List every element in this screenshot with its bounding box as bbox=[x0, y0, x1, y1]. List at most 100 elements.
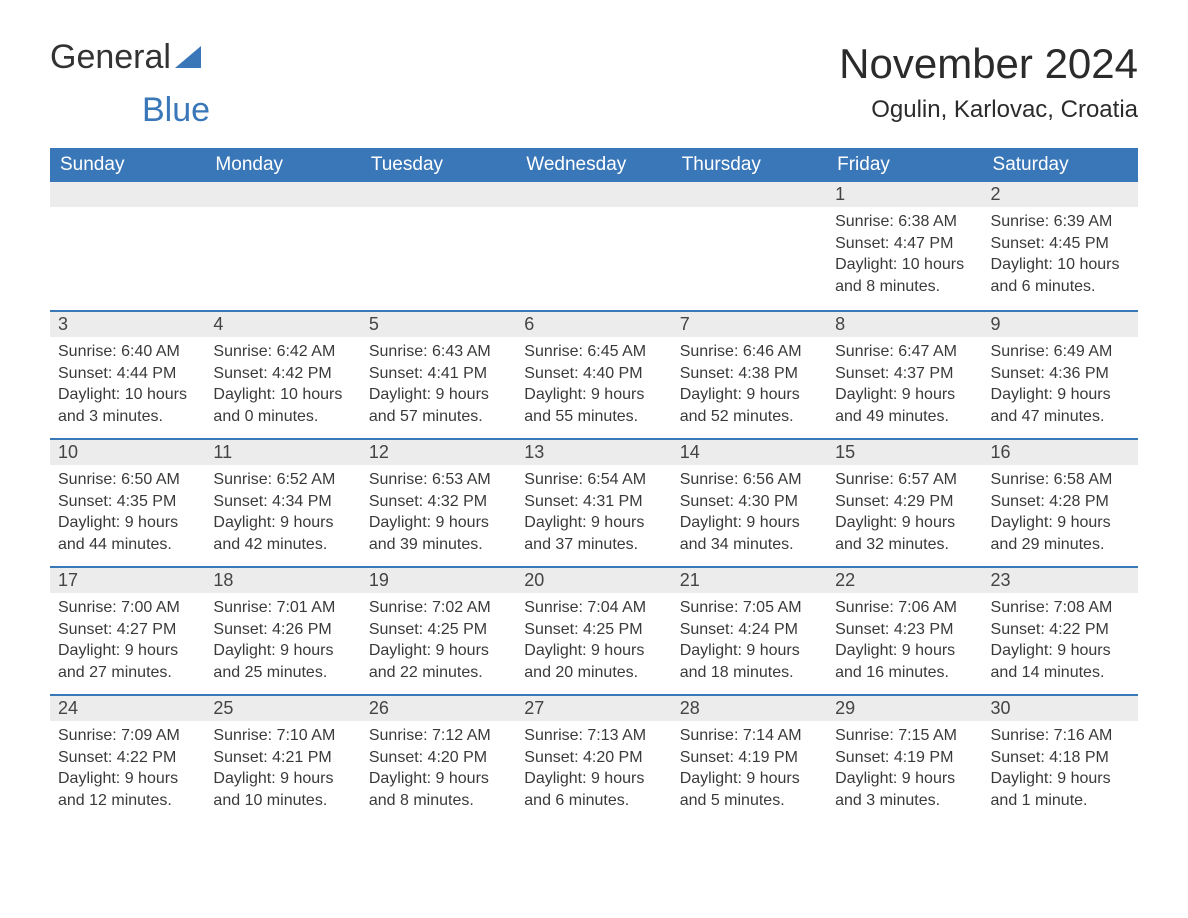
sunrise-text: Sunrise: 7:15 AM bbox=[835, 725, 974, 747]
empty-day-bar bbox=[672, 182, 827, 207]
daylight-text: Daylight: 9 hours and 22 minutes. bbox=[369, 640, 508, 683]
calendar-day-cell: 30Sunrise: 7:16 AMSunset: 4:18 PMDayligh… bbox=[983, 694, 1138, 822]
calendar-day-cell: 12Sunrise: 6:53 AMSunset: 4:32 PMDayligh… bbox=[361, 438, 516, 566]
sunset-text: Sunset: 4:31 PM bbox=[524, 491, 663, 513]
sunrise-text: Sunrise: 7:06 AM bbox=[835, 597, 974, 619]
brand-logo: General bbox=[50, 40, 203, 74]
daylight-text: Daylight: 10 hours and 6 minutes. bbox=[991, 254, 1130, 297]
day-number: 2 bbox=[983, 182, 1138, 207]
calendar-day-cell: 9Sunrise: 6:49 AMSunset: 4:36 PMDaylight… bbox=[983, 310, 1138, 438]
sunrise-text: Sunrise: 6:50 AM bbox=[58, 469, 197, 491]
calendar-day-cell bbox=[672, 182, 827, 310]
calendar-week-row: 24Sunrise: 7:09 AMSunset: 4:22 PMDayligh… bbox=[50, 694, 1138, 822]
calendar-day-cell bbox=[361, 182, 516, 310]
sunset-text: Sunset: 4:30 PM bbox=[680, 491, 819, 513]
day-details: Sunrise: 6:50 AMSunset: 4:35 PMDaylight:… bbox=[50, 465, 205, 563]
daylight-text: Daylight: 9 hours and 14 minutes. bbox=[991, 640, 1130, 683]
calendar-day-cell: 28Sunrise: 7:14 AMSunset: 4:19 PMDayligh… bbox=[672, 694, 827, 822]
sunrise-text: Sunrise: 7:05 AM bbox=[680, 597, 819, 619]
day-details: Sunrise: 7:15 AMSunset: 4:19 PMDaylight:… bbox=[827, 721, 982, 819]
day-details: Sunrise: 7:01 AMSunset: 4:26 PMDaylight:… bbox=[205, 593, 360, 691]
daylight-text: Daylight: 9 hours and 6 minutes. bbox=[524, 768, 663, 811]
calendar-day-cell: 19Sunrise: 7:02 AMSunset: 4:25 PMDayligh… bbox=[361, 566, 516, 694]
calendar-week-row: 17Sunrise: 7:00 AMSunset: 4:27 PMDayligh… bbox=[50, 566, 1138, 694]
day-number: 27 bbox=[516, 694, 671, 721]
calendar-body: 1 Sunrise: 6:38 AMSunset: 4:47 PM Daylight… bbox=[50, 182, 1138, 822]
sunset-text: Sunset: 4:37 PM bbox=[835, 363, 974, 385]
title-block: November 2024 Ogulin, Karlovac, Croatia bbox=[839, 40, 1138, 124]
sunset-text: Sunset: 4:35 PM bbox=[58, 491, 197, 513]
daylight-text: Daylight: 9 hours and 44 minutes. bbox=[58, 512, 197, 555]
day-number: 10 bbox=[50, 438, 205, 465]
sunrise-text: Sunrise: 6:58 AM bbox=[991, 469, 1130, 491]
calendar-day-cell: 23Sunrise: 7:08 AMSunset: 4:22 PMDayligh… bbox=[983, 566, 1138, 694]
calendar-week-row: 3Sunrise: 6:40 AMSunset: 4:44 PMDaylight… bbox=[50, 310, 1138, 438]
calendar-day-cell: 26Sunrise: 7:12 AMSunset: 4:20 PMDayligh… bbox=[361, 694, 516, 822]
calendar-day-cell: 3Sunrise: 6:40 AMSunset: 4:44 PMDaylight… bbox=[50, 310, 205, 438]
day-details: Sunrise: 6:40 AMSunset: 4:44 PMDaylight:… bbox=[50, 337, 205, 435]
calendar-day-cell: 21Sunrise: 7:05 AMSunset: 4:24 PMDayligh… bbox=[672, 566, 827, 694]
sunrise-text: Sunrise: 6:52 AM bbox=[213, 469, 352, 491]
day-number: 20 bbox=[516, 566, 671, 593]
day-details: Sunrise: 6:43 AMSunset: 4:41 PMDaylight:… bbox=[361, 337, 516, 435]
daylight-text: Daylight: 9 hours and 37 minutes. bbox=[524, 512, 663, 555]
sunrise-text: Sunrise: 6:53 AM bbox=[369, 469, 508, 491]
calendar-day-cell: 1Sunrise: 6:38 AMSunset: 4:47 PMDaylight… bbox=[827, 182, 982, 310]
sunrise-text: Sunrise: 6:56 AM bbox=[680, 469, 819, 491]
daylight-text: Daylight: 9 hours and 39 minutes. bbox=[369, 512, 508, 555]
day-number: 28 bbox=[672, 694, 827, 721]
sunrise-text: Sunrise: 7:08 AM bbox=[991, 597, 1130, 619]
day-number: 18 bbox=[205, 566, 360, 593]
calendar-week-row: 10Sunrise: 6:50 AMSunset: 4:35 PMDayligh… bbox=[50, 438, 1138, 566]
sunrise-text: Sunrise: 7:12 AM bbox=[369, 725, 508, 747]
empty-day-bar bbox=[50, 182, 205, 207]
day-number: 13 bbox=[516, 438, 671, 465]
sunset-text: Sunset: 4:25 PM bbox=[524, 619, 663, 641]
empty-day-bar bbox=[516, 182, 671, 207]
sunset-text: Sunset: 4:28 PM bbox=[991, 491, 1130, 513]
daylight-text: Daylight: 9 hours and 27 minutes. bbox=[58, 640, 197, 683]
sunrise-text: Sunrise: 6:47 AM bbox=[835, 341, 974, 363]
day-details: Sunrise: 7:08 AMSunset: 4:22 PMDaylight:… bbox=[983, 593, 1138, 691]
sunset-text: Sunset: 4:47 PM bbox=[835, 233, 974, 255]
sunset-text: Sunset: 4:27 PM bbox=[58, 619, 197, 641]
day-details: Sunrise: 6:49 AMSunset: 4:36 PMDaylight:… bbox=[983, 337, 1138, 435]
day-number: 4 bbox=[205, 310, 360, 337]
calendar-day-cell: 24Sunrise: 7:09 AMSunset: 4:22 PMDayligh… bbox=[50, 694, 205, 822]
day-number: 1 bbox=[827, 182, 982, 207]
day-details: Sunrise: 6:47 AMSunset: 4:37 PMDaylight:… bbox=[827, 337, 982, 435]
day-details: Sunrise: 6:39 AMSunset: 4:45 PMDaylight:… bbox=[983, 207, 1138, 305]
daylight-text: Daylight: 9 hours and 8 minutes. bbox=[369, 768, 508, 811]
sunrise-text: Sunrise: 7:01 AM bbox=[213, 597, 352, 619]
sunset-text: Sunset: 4:45 PM bbox=[991, 233, 1130, 255]
sunrise-text: Sunrise: 7:16 AM bbox=[991, 725, 1130, 747]
day-details: Sunrise: 6:53 AMSunset: 4:32 PMDaylight:… bbox=[361, 465, 516, 563]
brand-part2: Blue bbox=[142, 91, 210, 129]
calendar-day-cell bbox=[50, 182, 205, 310]
day-details: Sunrise: 7:09 AMSunset: 4:22 PMDaylight:… bbox=[50, 721, 205, 819]
month-title: November 2024 bbox=[839, 40, 1138, 88]
weekday-header: Thursday bbox=[672, 148, 827, 182]
day-number: 21 bbox=[672, 566, 827, 593]
sunset-text: Sunset: 4:40 PM bbox=[524, 363, 663, 385]
calendar-day-cell: 6Sunrise: 6:45 AMSunset: 4:40 PMDaylight… bbox=[516, 310, 671, 438]
calendar-day-cell: 8Sunrise: 6:47 AMSunset: 4:37 PMDaylight… bbox=[827, 310, 982, 438]
day-details: Sunrise: 6:54 AMSunset: 4:31 PMDaylight:… bbox=[516, 465, 671, 563]
calendar-day-cell: 25Sunrise: 7:10 AMSunset: 4:21 PMDayligh… bbox=[205, 694, 360, 822]
sunset-text: Sunset: 4:41 PM bbox=[369, 363, 508, 385]
daylight-text: Daylight: 9 hours and 25 minutes. bbox=[213, 640, 352, 683]
day-number: 8 bbox=[827, 310, 982, 337]
calendar-table: Sunday Monday Tuesday Wednesday Thursday… bbox=[50, 148, 1138, 822]
daylight-text: Daylight: 9 hours and 5 minutes. bbox=[680, 768, 819, 811]
sunrise-text: Sunrise: 7:04 AM bbox=[524, 597, 663, 619]
day-details: Sunrise: 7:16 AMSunset: 4:18 PMDaylight:… bbox=[983, 721, 1138, 819]
sunset-text: Sunset: 4:29 PM bbox=[835, 491, 974, 513]
sunrise-text: Sunrise: 7:10 AM bbox=[213, 725, 352, 747]
daylight-text: Daylight: 10 hours and 3 minutes. bbox=[58, 384, 197, 427]
sunrise-text: Sunrise: 6:38 AM bbox=[835, 211, 974, 233]
sunset-text: Sunset: 4:44 PM bbox=[58, 363, 197, 385]
day-details: Sunrise: 7:06 AMSunset: 4:23 PMDaylight:… bbox=[827, 593, 982, 691]
daylight-text: Daylight: 9 hours and 29 minutes. bbox=[991, 512, 1130, 555]
day-number: 22 bbox=[827, 566, 982, 593]
calendar-day-cell: 16Sunrise: 6:58 AMSunset: 4:28 PMDayligh… bbox=[983, 438, 1138, 566]
